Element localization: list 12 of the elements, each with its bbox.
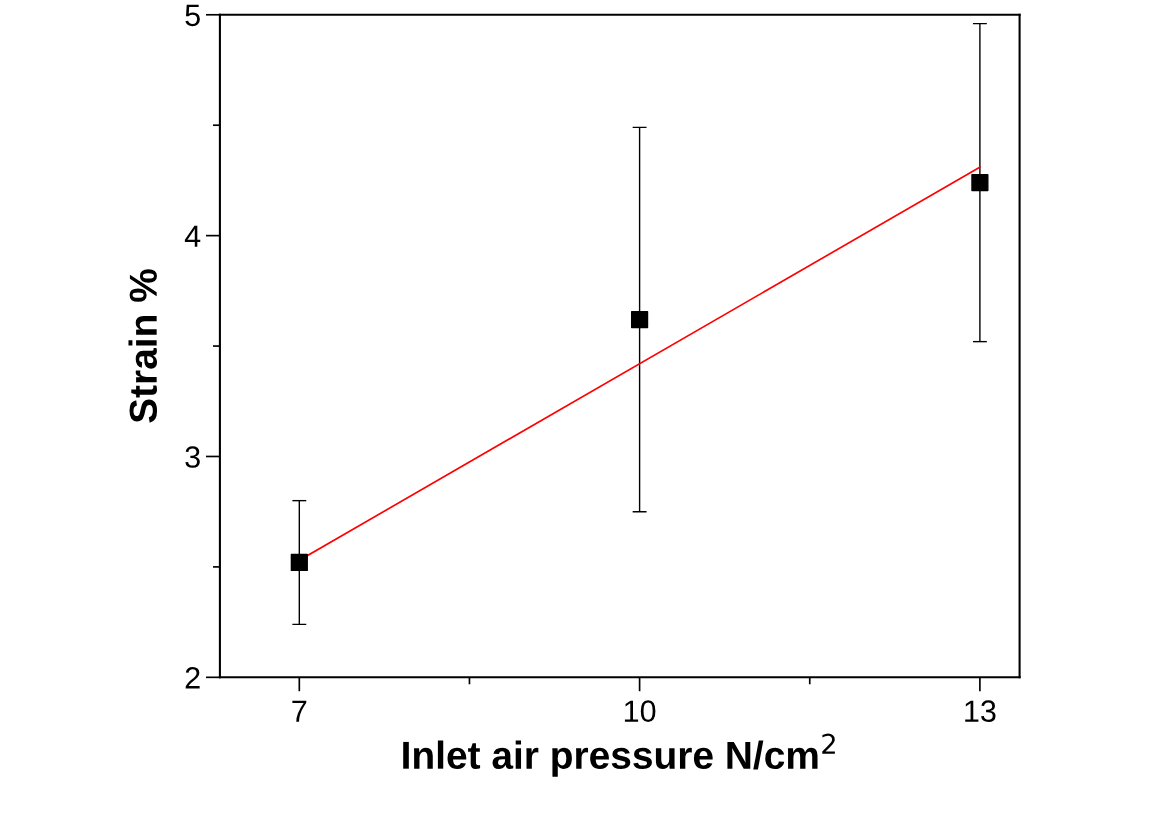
x-tick-label: 13 xyxy=(965,700,996,722)
point xyxy=(290,553,308,572)
point xyxy=(971,174,989,192)
y-tick-label: 4 xyxy=(184,225,201,247)
y-tick-label: 5 xyxy=(185,4,200,27)
y-axis-title: Strain % xyxy=(128,269,158,423)
point xyxy=(630,310,649,329)
x-tick-label: 7 xyxy=(292,700,307,722)
y-tick-label: 2 xyxy=(185,667,200,689)
y-tick-label: 3 xyxy=(185,446,200,468)
x-tick-label: 10 xyxy=(624,700,656,722)
x-axis-title: Inlet air pressure N/cm$^{2}$ xyxy=(403,733,835,777)
